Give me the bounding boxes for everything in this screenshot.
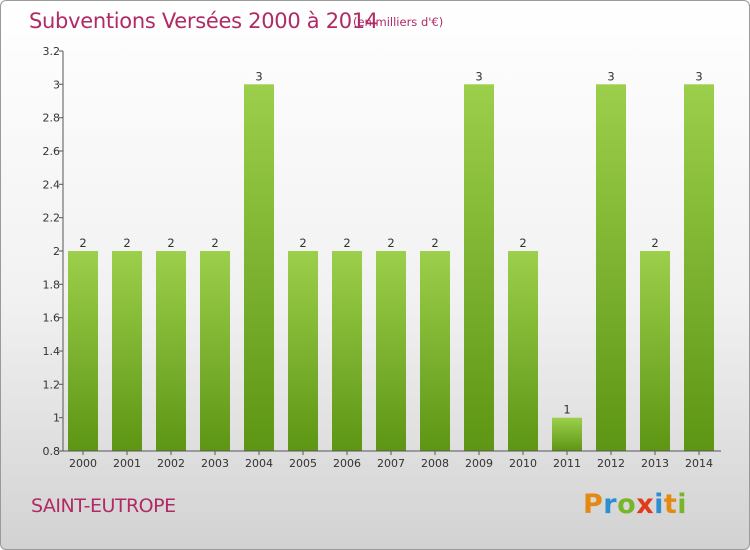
y-tick-label: 2.8 (43, 112, 61, 125)
bar (464, 84, 494, 452)
logo-letter: i (654, 489, 664, 520)
x-tick-label: 2009 (465, 457, 493, 470)
x-tick-label: 2005 (289, 457, 317, 470)
bar (376, 251, 406, 451)
logo-letter: i (677, 489, 688, 520)
bar (420, 251, 450, 451)
logo-letter: x (636, 489, 655, 520)
x-tick-label: 2007 (377, 457, 405, 470)
x-tick-label: 2004 (245, 457, 273, 470)
data-label: 2 (651, 236, 658, 250)
proxiti-logo[interactable]: Proxiti (583, 489, 687, 520)
y-tick-label: 1.2 (43, 378, 61, 391)
bar (508, 251, 538, 451)
y-tick-label: 1.8 (43, 278, 61, 291)
data-label: 2 (211, 236, 218, 250)
logo-letter: P (583, 489, 604, 520)
x-tick-label: 2003 (201, 457, 229, 470)
x-tick-label: 2013 (641, 457, 669, 470)
data-label: 3 (255, 69, 262, 83)
y-tick-label: 3.2 (43, 45, 61, 58)
data-label: 3 (695, 69, 702, 83)
x-tick-label: 2008 (421, 457, 449, 470)
bar (596, 84, 626, 452)
y-tick-label: 2 (53, 245, 60, 258)
y-tick-label: 0.8 (43, 445, 61, 458)
y-tick-label: 2.4 (43, 178, 61, 191)
data-label: 3 (475, 69, 482, 83)
bar (200, 251, 230, 451)
y-tick-label: 2.2 (43, 212, 61, 225)
bar (288, 251, 318, 451)
bar (112, 251, 142, 451)
data-label: 2 (123, 236, 130, 250)
logo-letter: t (663, 489, 678, 520)
data-label: 2 (299, 236, 306, 250)
y-tick-label: 1 (53, 412, 60, 425)
data-label: 2 (519, 236, 526, 250)
x-tick-label: 2011 (553, 457, 581, 470)
data-label: 2 (167, 236, 174, 250)
data-label: 2 (79, 236, 86, 250)
chart-title: Subventions Versées 2000 à 2014 (29, 9, 378, 33)
logo-letter: o (617, 489, 637, 520)
x-tick-label: 2006 (333, 457, 361, 470)
bar (156, 251, 186, 451)
data-label: 2 (387, 236, 394, 250)
bar (552, 417, 582, 451)
commune-name: SAINT-EUTROPE (31, 495, 176, 517)
bar (244, 84, 274, 452)
chart-subtitle: (en milliers d'€) (353, 15, 444, 29)
y-tick-label: 1.6 (43, 312, 61, 325)
x-tick-label: 2000 (69, 457, 97, 470)
logo-letter: r (603, 489, 618, 520)
data-label: 2 (431, 236, 438, 250)
bar (68, 251, 98, 451)
x-tick-label: 2001 (113, 457, 141, 470)
y-tick-label: 1.4 (43, 345, 61, 358)
data-label: 2 (343, 236, 350, 250)
x-tick-label: 2014 (685, 457, 713, 470)
bar (332, 251, 362, 451)
x-tick-label: 2010 (509, 457, 537, 470)
y-tick-label: 3 (53, 78, 60, 91)
y-tick-label: 2.6 (43, 145, 61, 158)
bar (684, 84, 714, 452)
bar (640, 251, 670, 451)
data-label: 3 (607, 69, 614, 83)
x-tick-label: 2002 (157, 457, 185, 470)
data-label: 1 (563, 403, 570, 417)
x-tick-label: 2012 (597, 457, 625, 470)
